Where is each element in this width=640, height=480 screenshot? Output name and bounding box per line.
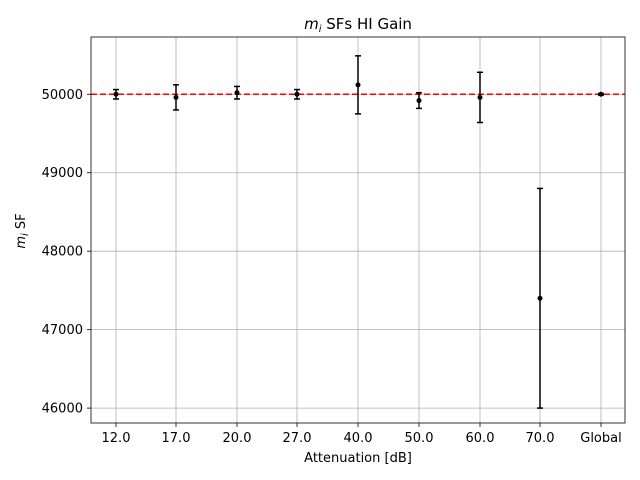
y-tick-label: 49000 xyxy=(42,166,83,181)
data-point xyxy=(234,90,240,96)
data-point xyxy=(173,94,179,100)
x-tick-label: Global xyxy=(580,431,621,446)
plot-area xyxy=(90,36,626,424)
y-tick-label: 50000 xyxy=(42,88,83,103)
data-point xyxy=(416,98,422,104)
x-tick-label: 70.0 xyxy=(526,431,555,446)
data-points xyxy=(113,82,604,301)
data-point xyxy=(598,91,604,97)
x-tick-label: 50.0 xyxy=(405,431,434,446)
x-tick-label: 12.0 xyxy=(102,431,131,446)
x-axis-label: Attenuation [dB] xyxy=(304,451,412,466)
chart-title: mi SFs HI Gain xyxy=(304,15,412,35)
y-axis-label: mi SF xyxy=(14,213,31,248)
y-tick-label: 47000 xyxy=(42,323,83,338)
data-point xyxy=(113,91,119,97)
y-tick-label: 48000 xyxy=(42,245,83,260)
data-point xyxy=(355,82,361,88)
x-tick-label: 17.0 xyxy=(162,431,191,446)
x-tick-label: 20.0 xyxy=(223,431,252,446)
data-point xyxy=(294,91,300,97)
x-axis-ticks: 12.0 17.0 20.0 27.0 40.0 50.0 60.0 70.0 Global xyxy=(102,423,622,446)
x-tick-label: 40.0 xyxy=(344,431,373,446)
y-tick-label: 46000 xyxy=(42,402,83,417)
x-tick-label: 27.0 xyxy=(283,431,312,446)
y-axis-ticks: 46000 47000 48000 49000 50000 xyxy=(42,88,91,417)
x-tick-label: 60.0 xyxy=(466,431,495,446)
data-point xyxy=(537,295,543,301)
data-point xyxy=(477,94,483,100)
